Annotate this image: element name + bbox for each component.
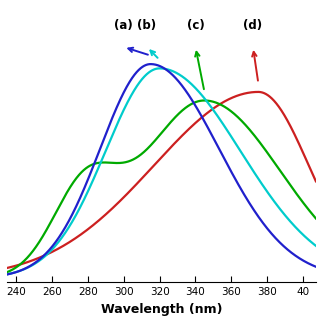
Text: (a): (a) (114, 19, 133, 32)
Text: (d): (d) (244, 19, 262, 32)
Text: (b): (b) (137, 19, 156, 32)
X-axis label: Wavelength (nm): Wavelength (nm) (100, 303, 222, 316)
Text: (c): (c) (187, 19, 204, 32)
